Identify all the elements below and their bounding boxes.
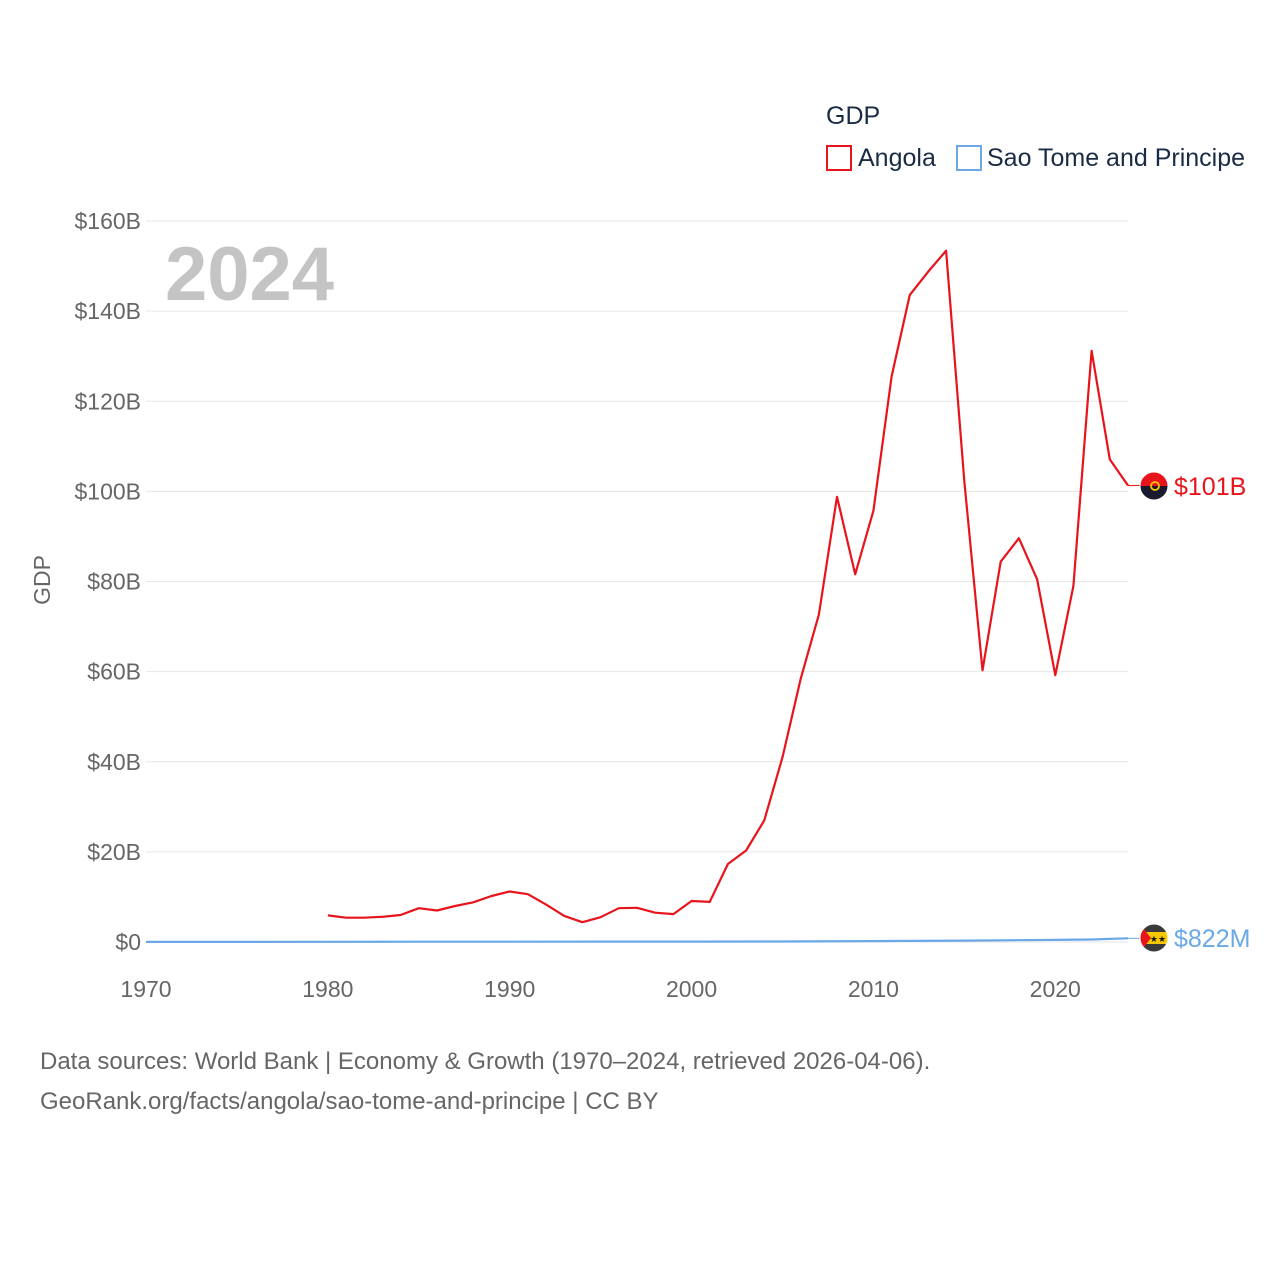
- y-tick-label: $100B: [74, 478, 141, 504]
- x-tick-label: 2010: [848, 976, 899, 1002]
- source-line-2: GeoRank.org/facts/angola/sao-tome-and-pr…: [40, 1088, 659, 1115]
- legend-item-sao-tome[interactable]: Sao Tome and Principe: [956, 144, 1245, 172]
- legend-label-sao-tome: Sao Tome and Principe: [987, 144, 1245, 172]
- series-endpoints: $101B ★★ $822M: [1128, 471, 1250, 953]
- legend-swatch-sao-tome: [956, 145, 982, 171]
- gdp-line-chart: $0 $20B $40B $60B $80B $100B $120B $140B $160B 1…: [29, 102, 1250, 1002]
- legend-label-angola: Angola: [858, 144, 936, 172]
- source-line-1: Data sources: World Bank | Economy & Gro…: [40, 1048, 931, 1075]
- gridlines: [146, 220, 1128, 943]
- y-tick-label: $80B: [87, 569, 141, 595]
- y-tick-label: $120B: [74, 388, 141, 414]
- series-line-0: [327, 249, 1129, 924]
- series-lines: [146, 249, 1129, 944]
- y-tick-label: $0: [115, 929, 141, 955]
- svg-text:★★: ★★: [1150, 934, 1166, 944]
- y-tick-label: $160B: [74, 208, 141, 234]
- x-tick-label: 2000: [666, 976, 717, 1002]
- x-axis-ticks: 1970 1980 1990 2000 2010 2020: [120, 976, 1080, 1002]
- series-line-1: [146, 937, 1129, 944]
- end-label-0: $101B: [1174, 473, 1246, 501]
- angola-flag-icon: [1139, 471, 1169, 501]
- x-tick-label: 1970: [120, 976, 171, 1002]
- y-axis-title: GDP: [29, 555, 55, 605]
- x-tick-label: 1990: [484, 976, 535, 1002]
- sao-tome-flag-icon: ★★: [1139, 923, 1169, 953]
- y-tick-label: $60B: [87, 659, 141, 685]
- y-tick-label: $20B: [87, 839, 141, 865]
- x-tick-label: 2020: [1030, 976, 1081, 1002]
- end-label-1: $822M: [1174, 925, 1250, 953]
- y-tick-label: $40B: [87, 749, 141, 775]
- legend-swatch-angola: [826, 145, 852, 171]
- x-tick-label: 1980: [302, 976, 353, 1002]
- legend: GDP Angola Sao Tome and Principe: [826, 102, 1245, 172]
- y-tick-label: $140B: [74, 298, 141, 324]
- legend-title: GDP: [826, 102, 880, 130]
- y-axis-ticks: $0 $20B $40B $60B $80B $100B $120B $140B $160B: [74, 208, 141, 955]
- current-year-label: 2024: [165, 232, 334, 317]
- source-note: Data sources: World Bank | Economy & Gro…: [40, 1042, 930, 1122]
- legend-item-angola[interactable]: Angola: [826, 144, 936, 172]
